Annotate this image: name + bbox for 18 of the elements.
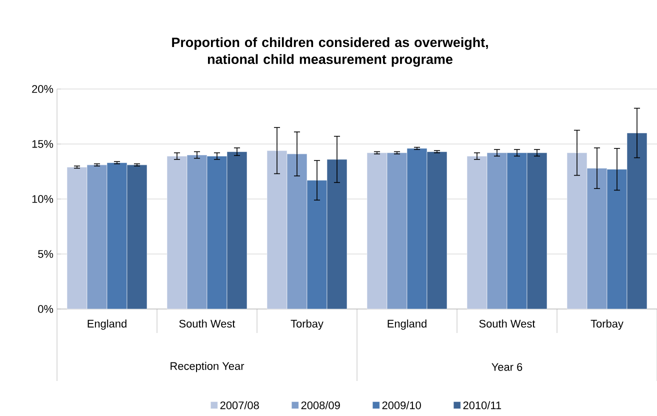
text: Year 6 <box>492 363 522 371</box>
x-tick-label: England <box>88 320 126 330</box>
y-tick-label: 0% <box>38 305 54 313</box>
y-tick-label: 5% <box>38 250 54 258</box>
legend-label: 2009/10 <box>382 401 421 410</box>
y-tick-label: 15% <box>32 140 54 148</box>
y-tick-label: 20% <box>32 85 54 93</box>
x-tick-label: South West <box>479 320 536 328</box>
text: Reception Year <box>170 362 244 372</box>
x-tick-label: England <box>388 320 426 330</box>
y-tick-label: 10% <box>32 195 54 203</box>
legend-label: 2007/08 <box>220 401 259 410</box>
legend-label: 2008/09 <box>301 401 340 410</box>
x-tick-label: South West <box>179 320 236 328</box>
x-tick-label: Torbay <box>290 320 324 330</box>
legend-label: 2010/11 <box>463 401 502 410</box>
chart-title: Proportion of children considered as overweight, national child measurement programe <box>172 37 488 67</box>
x-tick-label: Torbay <box>590 320 624 330</box>
